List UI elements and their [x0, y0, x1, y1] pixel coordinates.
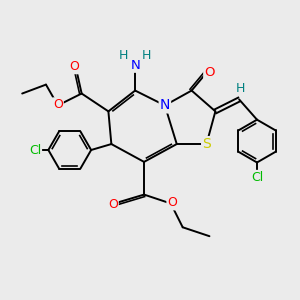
Text: O: O: [167, 196, 177, 209]
Text: O: O: [204, 66, 215, 79]
Text: H: H: [142, 49, 151, 62]
Text: O: O: [108, 199, 118, 212]
Text: N: N: [160, 98, 170, 112]
Text: O: O: [69, 60, 79, 73]
Text: O: O: [53, 98, 63, 111]
Text: N: N: [130, 59, 140, 72]
Text: H: H: [119, 49, 128, 62]
Text: Cl: Cl: [29, 143, 41, 157]
Text: S: S: [202, 137, 211, 151]
Text: Cl: Cl: [251, 171, 263, 184]
Text: H: H: [236, 82, 245, 95]
